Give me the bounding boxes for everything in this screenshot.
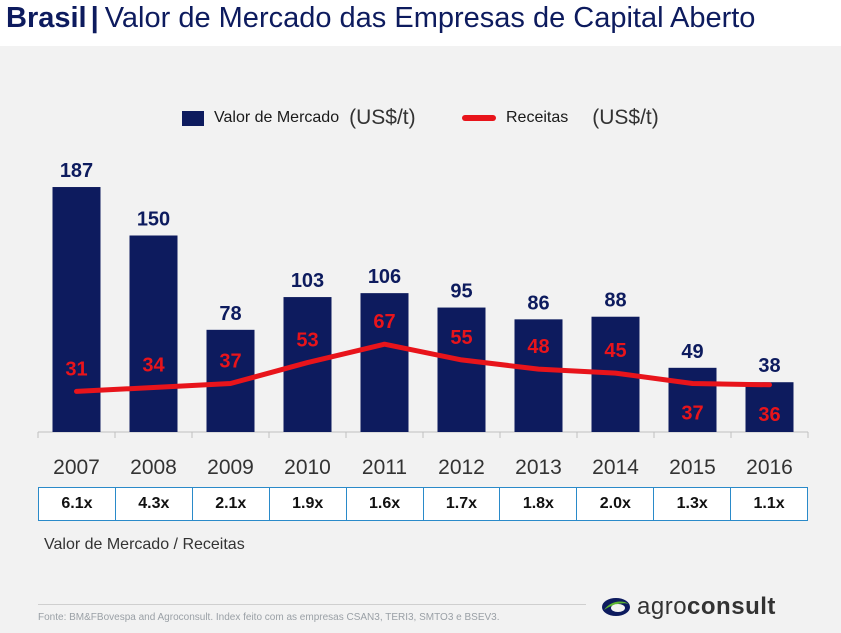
- ratio-cell: 1.1x: [753, 495, 785, 512]
- x-tick-label-2007: 2007: [53, 456, 100, 479]
- bar-valor-2008: [129, 235, 178, 432]
- ratio-cell: 1.9x: [270, 488, 347, 520]
- ratio-cell: 1.7x: [424, 488, 501, 520]
- bar-label-2007: 187: [60, 160, 93, 182]
- legend-line-swatch: [462, 115, 496, 121]
- ratio-caption: Valor de Mercado / Receitas: [44, 536, 245, 553]
- bar-valor-2011: [360, 293, 409, 432]
- page-title: Brasil | Valor de Mercado das Empresas de …: [6, 2, 755, 35]
- bar-label-2012: 95: [450, 281, 472, 303]
- x-tick-label-2009: 2009: [207, 456, 254, 479]
- bar-valor-2016: [745, 382, 794, 432]
- source-note: Fonte: BM&FBovespa and Agroconsult. Inde…: [38, 612, 500, 623]
- line-label-2016: 36: [758, 404, 780, 426]
- bar-label-2009: 78: [219, 303, 241, 325]
- line-receitas: [74, 341, 772, 394]
- title-separator: |: [90, 2, 99, 34]
- bar-label-2015: 49: [681, 341, 703, 363]
- legend-bar-label: Valor de Mercado: [214, 109, 340, 126]
- title-brand: Brasil: [6, 2, 87, 34]
- ratio-cell: 2.0x: [577, 488, 655, 520]
- legend-bar-unit: (US$/t): [349, 106, 416, 129]
- footer-divider: [38, 604, 586, 605]
- line-label-2015: 37: [681, 403, 703, 425]
- bar-valor-2015: [668, 367, 717, 432]
- line-label-2007: 31: [65, 358, 87, 380]
- ratio-cell: 2.1x: [193, 488, 270, 520]
- x-tick-label-2015: 2015: [669, 456, 716, 479]
- logo-text-light: agro: [637, 593, 688, 620]
- x-tick-label-2014: 2014: [592, 456, 639, 479]
- chart-legend: Valor de Mercado (US$/t) Receitas (US$/t…: [0, 103, 841, 133]
- ratio-cell: 1.3x: [654, 488, 732, 520]
- x-tick-label-2012: 2012: [438, 456, 485, 479]
- legend-line-label: Receitas: [506, 109, 569, 126]
- ratio-row: 6.1x 4.3x 2.1x 1.9x 1.6x 1.7x 1.8x 2.0x 1.3x 1.1x: [38, 487, 808, 521]
- ratio-cell: 1.8x: [500, 488, 578, 520]
- line-label-2010: 53: [296, 330, 318, 352]
- bar-label-2008: 150: [137, 209, 170, 231]
- bar-label-2013: 86: [527, 292, 549, 314]
- bar-valor-2013: [514, 319, 563, 432]
- legend-item-valor: Valor de Mercado (US$/t): [182, 103, 416, 133]
- x-tick-label-2016: 2016: [746, 456, 793, 479]
- bar-label-2010: 103: [291, 270, 324, 292]
- title-subtitle: Valor de Mercado das Empresas de Capital…: [104, 2, 756, 34]
- ratio-cell: 1.6x: [347, 488, 424, 520]
- line-label-2011: 67: [373, 311, 395, 333]
- bar-label-2011: 106: [368, 266, 401, 288]
- x-tick-label-2008: 2008: [130, 456, 177, 479]
- bar-label-2016: 38: [758, 355, 780, 377]
- legend-item-receitas: Receitas (US$/t): [462, 103, 659, 133]
- bar-valor-2012: [437, 307, 486, 432]
- line-label-2014: 45: [604, 340, 626, 362]
- title-bar: Brasil | Valor de Mercado das Empresas de …: [0, 0, 841, 46]
- ratio-cell: 6.1x: [39, 488, 116, 520]
- bar-valor-2007: [52, 187, 101, 432]
- x-tick-label-2011: 2011: [362, 456, 407, 479]
- line-label-2008: 34: [142, 354, 165, 376]
- logo-text-bold: consult: [687, 593, 776, 620]
- x-tick-label-2010: 2010: [284, 456, 331, 479]
- ratio-cell: 4.3x: [116, 488, 193, 520]
- logo-leaf-icon: [602, 598, 630, 616]
- legend-line-unit: (US$/t): [592, 106, 659, 129]
- chart-plot: 187 150 78 103 106 95 86 88 49 38 31 34 37 53 67 55 48 45…: [37, 160, 809, 479]
- line-label-2012: 55: [450, 327, 472, 349]
- logo-text: agroconsult: [637, 593, 776, 621]
- line-label-2013: 48: [527, 336, 549, 358]
- legend-bar-swatch: [182, 110, 204, 126]
- x-tick-label-2013: 2013: [515, 456, 562, 479]
- line-label-2009: 37: [219, 351, 241, 373]
- agroconsult-logo: agroconsult: [601, 590, 801, 624]
- bar-label-2014: 88: [604, 290, 626, 312]
